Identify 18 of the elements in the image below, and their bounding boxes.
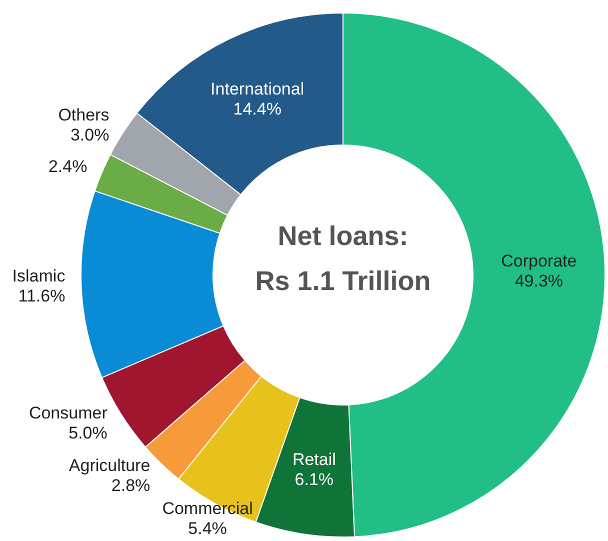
data-label: 2.8% [111, 476, 150, 496]
data-label: 5.0% [68, 423, 108, 442]
slice-label: Others [58, 106, 110, 125]
slice-label: Consumer [28, 403, 108, 422]
data-label: 2.4% [48, 157, 88, 176]
slice-label: Retail [292, 450, 336, 469]
slice-label: Islamic [12, 266, 66, 286]
data-label: 3.0% [70, 126, 110, 145]
data-label: 5.4% [188, 518, 227, 538]
slice-label: Corporate [501, 252, 577, 271]
data-label: 11.6% [18, 286, 66, 306]
slice-label: Agriculture [68, 456, 150, 476]
slice-label: International [210, 80, 304, 99]
data-label: 6.1% [294, 470, 334, 489]
data-label: 49.3% [514, 272, 564, 291]
text: Net loans: [278, 221, 408, 251]
text: Rs 1.1 Trillion [255, 266, 431, 296]
data-label: 14.4% [233, 100, 282, 119]
